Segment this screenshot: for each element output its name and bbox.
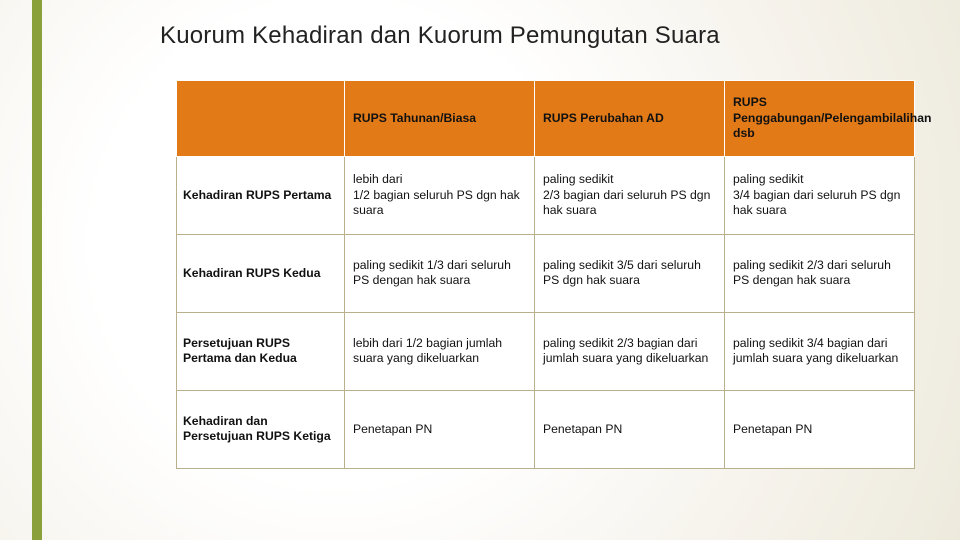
cell: Penetapan PN — [535, 390, 725, 468]
cell: lebih dari 1/2 bagian jumlah suara yang … — [345, 312, 535, 390]
row-label-ketiga: Kehadiran dan Persetujuan RUPS Ketiga — [177, 390, 345, 468]
cell: lebih dari1/2 bagian seluruh PS dgn hak … — [345, 156, 535, 234]
slide-title: Kuorum Kehadiran dan Kuorum Pemungutan S… — [160, 22, 720, 50]
col-header-perubahan: RUPS Perubahan AD — [535, 81, 725, 157]
col-header-tahunan: RUPS Tahunan/Biasa — [345, 81, 535, 157]
cell: paling sedikit 3/4 bagian dari jumlah su… — [725, 312, 915, 390]
cell: paling sedikit 2/3 bagian dari jumlah su… — [535, 312, 725, 390]
cell: paling sedikit 1/3 dari seluruh PS denga… — [345, 234, 535, 312]
table-row: Kehadiran RUPS Kedua paling sedikit 1/3 … — [177, 234, 915, 312]
cell: paling sedikit3/4 bagian dari seluruh PS… — [725, 156, 915, 234]
cell: paling sedikit2/3 bagian dari seluruh PS… — [535, 156, 725, 234]
table-row: Kehadiran RUPS Pertama lebih dari1/2 bag… — [177, 156, 915, 234]
table-header-row: RUPS Tahunan/Biasa RUPS Perubahan AD RUP… — [177, 81, 915, 157]
row-label-kehadiran-kedua: Kehadiran RUPS Kedua — [177, 234, 345, 312]
table-row: Persetujuan RUPS Pertama dan Kedua lebih… — [177, 312, 915, 390]
table-row: Kehadiran dan Persetujuan RUPS Ketiga Pe… — [177, 390, 915, 468]
row-label-kehadiran-pertama: Kehadiran RUPS Pertama — [177, 156, 345, 234]
row-label-persetujuan: Persetujuan RUPS Pertama dan Kedua — [177, 312, 345, 390]
quorum-table: RUPS Tahunan/Biasa RUPS Perubahan AD RUP… — [176, 80, 915, 469]
col-header-penggabungan: RUPS Penggabungan/Pelengambilalihan dsb — [725, 81, 915, 157]
accent-bar — [32, 0, 42, 540]
quorum-table-wrap: RUPS Tahunan/Biasa RUPS Perubahan AD RUP… — [176, 80, 914, 469]
col-header-blank — [177, 81, 345, 157]
slide: Kuorum Kehadiran dan Kuorum Pemungutan S… — [0, 0, 960, 540]
cell: paling sedikit 2/3 dari seluruh PS denga… — [725, 234, 915, 312]
cell: Penetapan PN — [725, 390, 915, 468]
cell: paling sedikit 3/5 dari seluruh PS dgn h… — [535, 234, 725, 312]
cell: Penetapan PN — [345, 390, 535, 468]
